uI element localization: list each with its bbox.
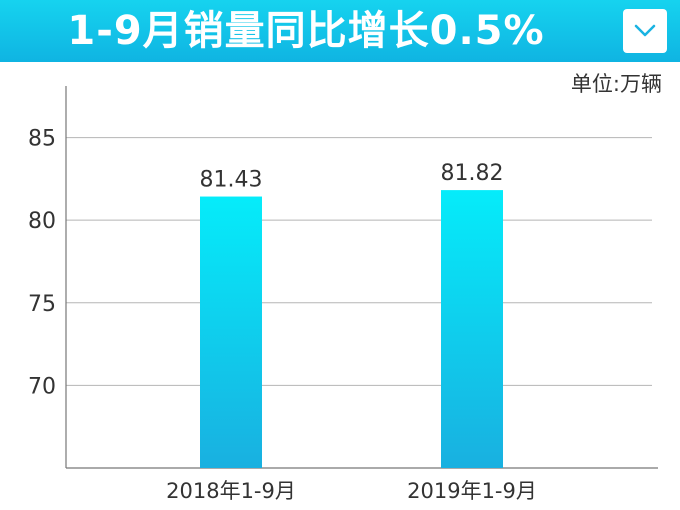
bar bbox=[441, 190, 503, 468]
collapse-button[interactable] bbox=[623, 9, 667, 53]
axes bbox=[65, 86, 658, 469]
bar bbox=[200, 196, 262, 468]
y-tick-label: 70 bbox=[28, 374, 56, 399]
page-title: 1-9月销量同比增长0.5% bbox=[67, 8, 545, 54]
unit-label: 单位:万辆 bbox=[570, 72, 662, 96]
grid-lines bbox=[66, 137, 652, 386]
x-tick-label: 2018年1-9月 bbox=[166, 479, 296, 503]
data-label: 81.82 bbox=[441, 161, 504, 186]
y-tick-label: 75 bbox=[28, 292, 56, 317]
chevron-down-icon bbox=[634, 24, 656, 37]
y-tick-label: 80 bbox=[28, 209, 56, 234]
y-tick-label: 85 bbox=[28, 127, 56, 152]
bars bbox=[200, 190, 503, 468]
x-tick-label: 2019年1-9月 bbox=[407, 479, 537, 503]
header-bar: 1-9月销量同比增长0.5% bbox=[0, 0, 680, 62]
data-label: 81.43 bbox=[200, 168, 263, 193]
labels: 70 75 80 85 81.43 2018年1-9月 81.82 2019年1-9月 bbox=[28, 127, 537, 503]
